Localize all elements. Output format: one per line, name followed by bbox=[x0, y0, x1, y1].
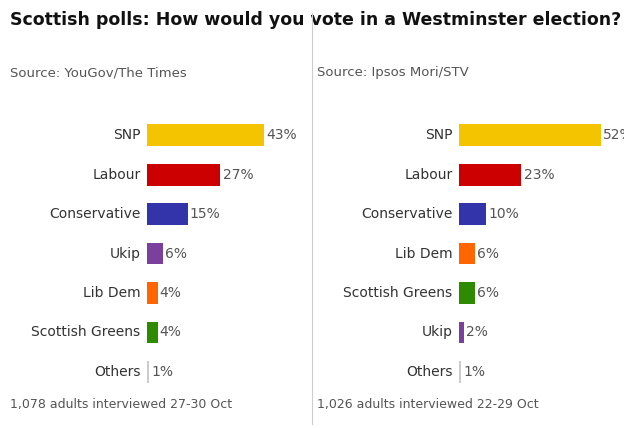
Text: Labour: Labour bbox=[404, 168, 452, 182]
Bar bbox=[459, 282, 475, 304]
Bar bbox=[147, 203, 188, 225]
Text: SNP: SNP bbox=[425, 128, 452, 142]
Bar bbox=[147, 361, 149, 383]
Text: Scottish Greens: Scottish Greens bbox=[31, 325, 140, 339]
Text: Others: Others bbox=[406, 365, 452, 379]
Bar bbox=[147, 243, 163, 265]
Text: Source: YouGov/The Times: Source: YouGov/The Times bbox=[10, 66, 187, 79]
Text: 6%: 6% bbox=[477, 286, 499, 300]
Bar bbox=[459, 243, 475, 265]
Bar bbox=[459, 164, 522, 186]
Text: 52%: 52% bbox=[603, 128, 624, 142]
Text: Ukip: Ukip bbox=[109, 247, 140, 261]
Text: Lib Dem: Lib Dem bbox=[83, 286, 140, 300]
Text: SNP: SNP bbox=[113, 128, 140, 142]
Text: 43%: 43% bbox=[266, 128, 297, 142]
Text: 27%: 27% bbox=[223, 168, 253, 182]
Text: 23%: 23% bbox=[524, 168, 554, 182]
Text: Source: Ipsos Mori/STV: Source: Ipsos Mori/STV bbox=[317, 66, 469, 79]
Text: 1%: 1% bbox=[152, 365, 173, 379]
Text: 6%: 6% bbox=[165, 247, 187, 261]
Text: 6%: 6% bbox=[477, 247, 499, 261]
Text: Lib Dem: Lib Dem bbox=[395, 247, 452, 261]
Text: Conservative: Conservative bbox=[361, 207, 452, 221]
Bar bbox=[147, 282, 157, 304]
Bar bbox=[459, 321, 464, 343]
Text: 1,078 adults interviewed 27-30 Oct: 1,078 adults interviewed 27-30 Oct bbox=[10, 398, 232, 411]
Text: Conservative: Conservative bbox=[49, 207, 140, 221]
Text: 4%: 4% bbox=[160, 325, 182, 339]
Text: 10%: 10% bbox=[488, 207, 519, 221]
Text: 1,026 adults interviewed 22-29 Oct: 1,026 adults interviewed 22-29 Oct bbox=[317, 398, 539, 411]
Text: Scottish polls: How would you vote in a Westminster election?: Scottish polls: How would you vote in a … bbox=[10, 11, 622, 29]
Text: Scottish Greens: Scottish Greens bbox=[343, 286, 452, 300]
Text: 4%: 4% bbox=[160, 286, 182, 300]
Text: Others: Others bbox=[94, 365, 140, 379]
Bar bbox=[459, 203, 486, 225]
Bar bbox=[147, 321, 157, 343]
Text: 1%: 1% bbox=[464, 365, 485, 379]
Bar bbox=[459, 361, 461, 383]
Bar bbox=[459, 125, 600, 146]
Text: 15%: 15% bbox=[190, 207, 220, 221]
Bar bbox=[147, 164, 220, 186]
Text: Labour: Labour bbox=[92, 168, 140, 182]
Text: 2%: 2% bbox=[466, 325, 488, 339]
Bar bbox=[147, 125, 264, 146]
Text: Ukip: Ukip bbox=[421, 325, 452, 339]
